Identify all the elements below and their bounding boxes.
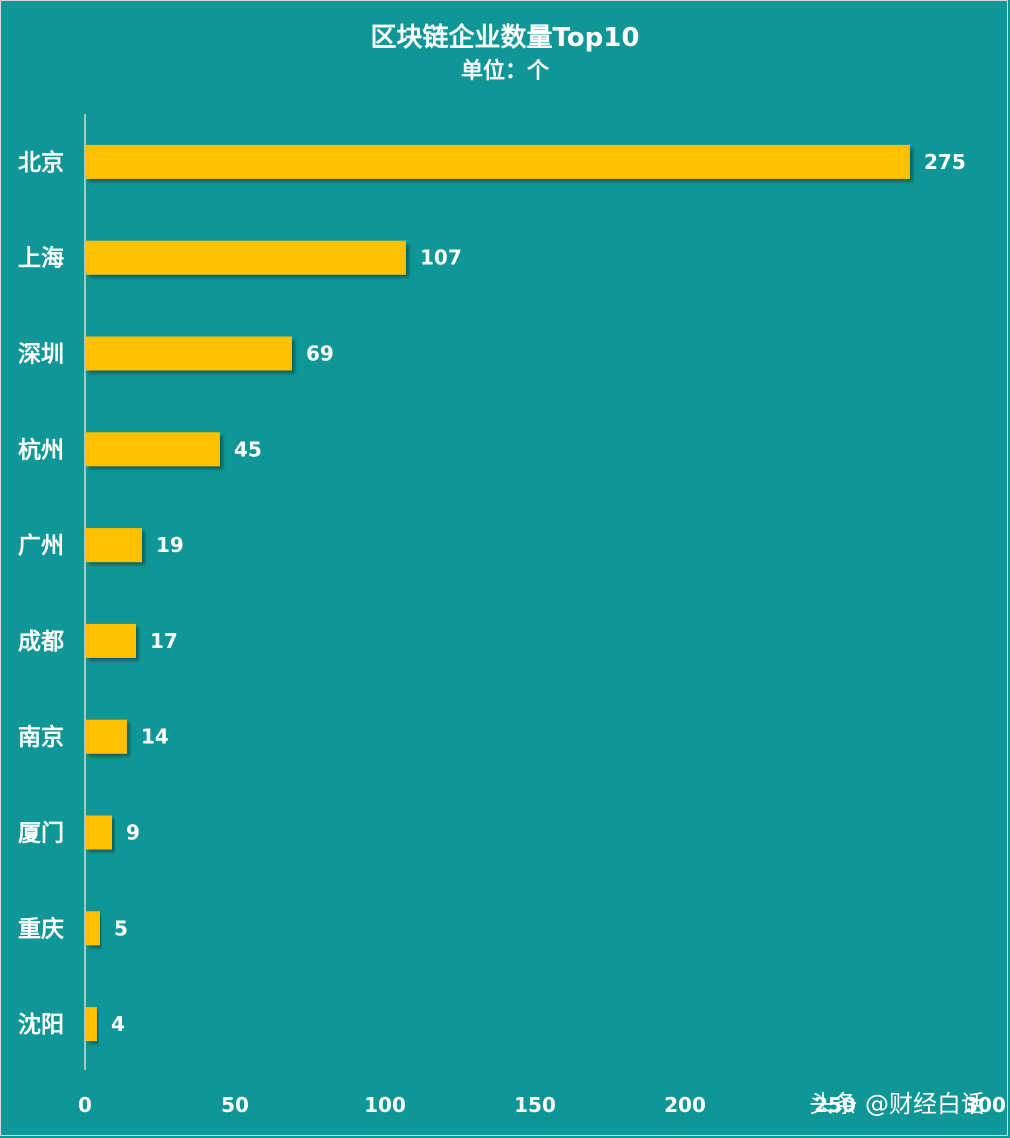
x-tick-label: 50 [221, 1093, 249, 1117]
chart-subtitle: 单位：个 [461, 58, 550, 84]
bars-group: 北京 275 上海 107 深圳 69 杭州 45 广州 19 成都 17 南京 14 厦门 9 重庆 5 沈阳 4 [18, 144, 966, 1042]
data-label: 5 [114, 916, 128, 940]
bar [86, 144, 910, 179]
x-tick-label: 200 [664, 1093, 706, 1117]
data-label: 275 [924, 150, 966, 174]
category-label: 杭州 [18, 436, 64, 463]
category-label: 重庆 [18, 915, 64, 942]
bar [86, 815, 112, 850]
category-label: 南京 [18, 724, 64, 751]
data-label: 4 [111, 1012, 125, 1036]
bar [86, 432, 220, 467]
category-label: 深圳 [18, 342, 64, 368]
x-tick-label: 100 [364, 1093, 406, 1117]
bar [86, 336, 292, 371]
data-label: 69 [306, 342, 334, 366]
watermark: 头条 @财经白话 [809, 1090, 985, 1118]
category-label: 厦门 [18, 820, 64, 847]
data-label: 19 [156, 533, 184, 557]
x-axis-ticks: 0 50 100 150 200 250 300 [78, 1093, 1006, 1117]
x-tick-label: 300 [964, 1093, 1006, 1117]
data-label: 14 [141, 725, 169, 749]
x-tick-label: 0 [78, 1093, 92, 1117]
category-label: 广州 [18, 532, 64, 559]
bar [86, 240, 406, 275]
category-label: 成都 [18, 629, 64, 655]
data-label: 45 [234, 437, 262, 461]
category-label: 上海 [18, 245, 64, 272]
bar [86, 719, 127, 754]
bar [86, 623, 136, 658]
x-tick-label: 250 [814, 1093, 856, 1117]
category-label: 沈阳 [18, 1012, 64, 1038]
bar [86, 911, 100, 946]
chart-title: 区块链企业数量Top10 [371, 22, 640, 53]
bar [86, 1007, 97, 1042]
x-tick-label: 150 [514, 1093, 556, 1117]
category-label: 北京 [18, 149, 64, 176]
bar [86, 528, 142, 563]
data-label: 107 [420, 246, 462, 270]
data-label: 17 [150, 629, 178, 653]
data-label: 9 [126, 821, 140, 845]
